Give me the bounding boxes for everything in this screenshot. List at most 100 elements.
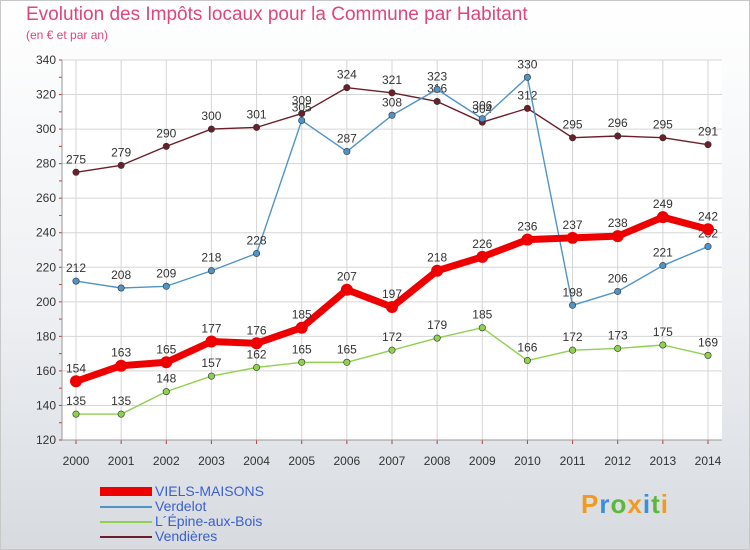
x-tick-label-2004: 2004	[243, 454, 270, 468]
data-point-viels-maisons-2011	[566, 231, 579, 244]
data-label-verdelot-2009: 306	[472, 99, 492, 113]
data-label-vendi-res-2005: 309	[292, 94, 312, 108]
data-label-viels-maisons-2008: 218	[427, 251, 447, 265]
data-point-l-pine-aux-bois-2011	[569, 346, 577, 354]
data-label-l-pine-aux-bois-2000: 135	[66, 394, 86, 408]
data-label-verdelot-2012: 206	[608, 271, 628, 285]
data-point-viels-maisons-2005	[295, 321, 308, 334]
data-point-verdelot-2002	[162, 282, 170, 290]
data-point-vendi-res-2005	[298, 110, 306, 118]
y-tick-label-120: 120	[36, 433, 56, 447]
x-tick-label-2009: 2009	[469, 454, 496, 468]
data-label-verdelot-2005: 305	[292, 100, 312, 114]
data-label-viels-maisons-2009: 226	[472, 237, 492, 251]
data-point-l-pine-aux-bois-2002	[162, 388, 170, 396]
data-point-viels-maisons-2009	[476, 250, 489, 263]
y-tick-label-260: 260	[36, 191, 56, 205]
y-tick-label-220: 220	[36, 260, 56, 274]
data-label-vendi-res-2014: 291	[698, 125, 718, 139]
data-point-l-pine-aux-bois-2009	[478, 324, 486, 332]
y-tick-label-320: 320	[36, 88, 56, 102]
data-point-vendi-res-2003	[207, 125, 215, 133]
x-tick-label-2013: 2013	[650, 454, 677, 468]
data-label-vendi-res-2010: 312	[517, 88, 537, 102]
data-point-l-pine-aux-bois-2005	[298, 358, 306, 366]
data-label-l-pine-aux-bois-2014: 169	[698, 335, 718, 349]
x-tick-label-2010: 2010	[514, 454, 541, 468]
data-label-viels-maisons-2014: 242	[698, 209, 718, 223]
legend-swatch-viels-maisons	[100, 487, 152, 496]
data-label-verdelot-2007: 308	[382, 95, 402, 109]
data-point-l-pine-aux-bois-2003	[207, 372, 215, 380]
data-label-vendi-res-2013: 295	[653, 118, 673, 132]
data-label-vendi-res-2001: 279	[111, 145, 131, 159]
data-point-viels-maisons-2014	[702, 223, 714, 236]
x-tick-label-2001: 2001	[108, 454, 135, 468]
data-point-l-pine-aux-bois-2013	[659, 341, 667, 349]
data-label-l-pine-aux-bois-2001: 135	[111, 394, 131, 408]
data-point-verdelot-2004	[253, 249, 261, 257]
data-point-viels-maisons-2007	[386, 301, 398, 313]
data-label-viels-maisons-2003: 177	[201, 322, 221, 336]
data-label-l-pine-aux-bois-2009: 185	[472, 308, 492, 322]
data-point-verdelot-2011	[569, 301, 577, 309]
y-tick-label-140: 140	[36, 398, 56, 412]
data-label-l-pine-aux-bois-2013: 175	[653, 325, 673, 339]
y-tick-label-280: 280	[36, 157, 56, 171]
data-point-verdelot-2001	[117, 284, 125, 292]
data-label-verdelot-2001: 208	[111, 268, 131, 282]
data-point-vendi-res-2014	[704, 141, 712, 149]
data-label-vendi-res-2007: 321	[382, 73, 402, 87]
data-label-viels-maisons-2006: 207	[337, 270, 357, 284]
data-label-viels-maisons-2004: 176	[247, 323, 267, 337]
data-point-verdelot-2012	[614, 287, 622, 295]
data-point-viels-maisons-2008	[431, 264, 444, 277]
data-point-viels-maisons-2000	[70, 375, 82, 388]
data-label-viels-maisons-2011: 237	[563, 218, 583, 232]
data-point-viels-maisons-2003	[205, 335, 218, 348]
legend-label-epine-aux-bois: L´Épine-aux-Bois	[155, 513, 263, 529]
y-tick-label-180: 180	[36, 329, 56, 343]
data-label-l-pine-aux-bois-2012: 173	[608, 328, 628, 342]
data-point-vendi-res-2000	[72, 168, 80, 176]
data-point-verdelot-2009	[478, 115, 486, 123]
legend-label-vendieres: Vendières	[155, 528, 218, 544]
data-label-l-pine-aux-bois-2006: 165	[337, 342, 357, 356]
data-point-viels-maisons-2002	[160, 356, 173, 369]
data-point-vendi-res-2012	[614, 132, 622, 140]
data-point-viels-maisons-2012	[611, 230, 624, 243]
data-label-verdelot-2008: 323	[427, 69, 447, 83]
x-tick-label-2000: 2000	[63, 454, 90, 468]
legend-label-verdelot: Verdelot	[155, 498, 207, 514]
data-label-l-pine-aux-bois-2007: 172	[382, 330, 402, 344]
x-tick-label-2007: 2007	[379, 454, 406, 468]
data-label-verdelot-2006: 287	[337, 132, 357, 146]
data-point-verdelot-2003	[207, 267, 215, 275]
data-point-viels-maisons-2001	[115, 359, 128, 372]
chart-title: Evolution des Impôts locaux pour la Comm…	[26, 4, 528, 25]
data-point-verdelot-2005	[298, 116, 306, 124]
data-label-l-pine-aux-bois-2008: 179	[427, 318, 447, 332]
data-label-vendi-res-2009: 304	[472, 102, 492, 116]
chart-subtitle: (en € et par an)	[26, 28, 109, 42]
y-tick-label-340: 340	[36, 53, 56, 67]
data-point-verdelot-2000	[72, 277, 80, 285]
data-point-vendi-res-2002	[162, 142, 170, 150]
data-label-vendi-res-2002: 290	[156, 126, 176, 140]
legend-swatch-epine-aux-bois	[100, 521, 152, 523]
data-label-viels-maisons-2005: 185	[292, 308, 312, 322]
x-tick-label-2003: 2003	[198, 454, 225, 468]
data-label-verdelot-2013: 221	[653, 246, 673, 260]
data-label-l-pine-aux-bois-2010: 166	[517, 341, 537, 355]
x-tick-label-2008: 2008	[424, 454, 451, 468]
data-point-l-pine-aux-bois-2014	[704, 351, 712, 359]
data-point-l-pine-aux-bois-2004	[253, 363, 261, 371]
data-point-viels-maisons-2013	[656, 211, 669, 224]
legend-swatch-vendieres	[100, 536, 152, 538]
data-label-vendi-res-2006: 324	[337, 68, 357, 82]
x-tick-label-2014: 2014	[695, 454, 722, 468]
data-point-vendi-res-2001	[117, 161, 125, 169]
data-label-vendi-res-2012: 296	[608, 116, 628, 130]
data-label-viels-maisons-2010: 236	[517, 220, 537, 234]
data-label-l-pine-aux-bois-2004: 162	[247, 347, 267, 361]
